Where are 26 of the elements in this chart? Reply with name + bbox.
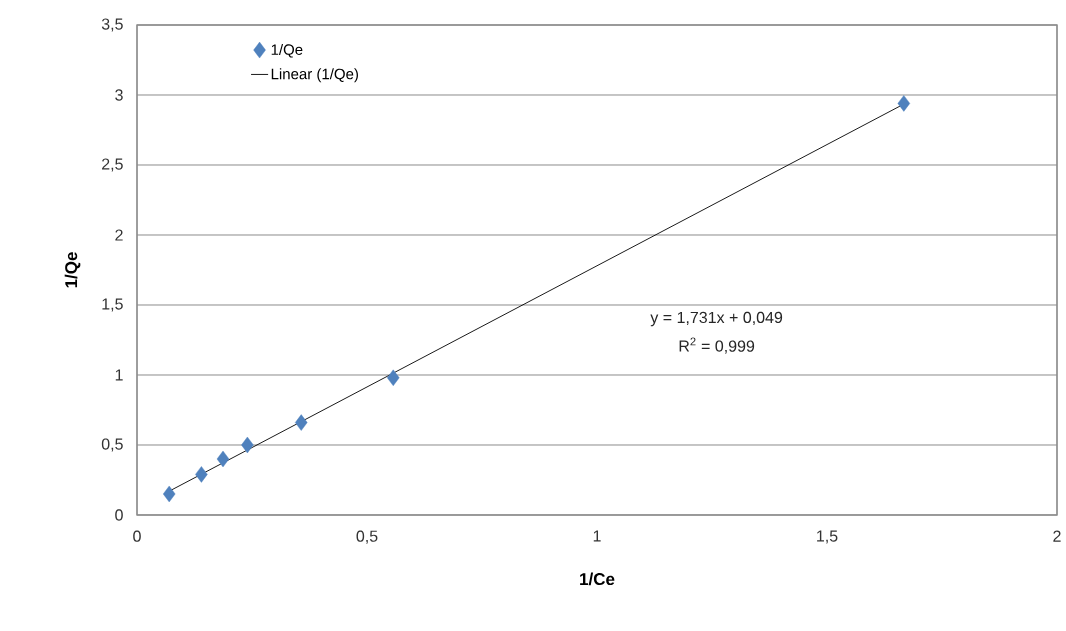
- point: [195, 466, 208, 483]
- x-tick-label: 0,5: [356, 530, 378, 544]
- point: [897, 95, 911, 112]
- y-axis-title: 1/Qe: [64, 252, 81, 288]
- y-tick-label: 1: [115, 369, 123, 381]
- point: [216, 450, 230, 468]
- point: [295, 414, 308, 431]
- annotation: y = 1,731x + 0,049: [650, 311, 783, 327]
- x-tick-label: 1,5: [817, 530, 838, 544]
- point: [241, 436, 254, 454]
- point: [163, 485, 176, 503]
- legend-label: Linear (1/Qe): [271, 68, 358, 83]
- y-tick-label: 2,5: [102, 158, 123, 172]
- legend-label: 1/Qe: [271, 43, 303, 58]
- x-tick-label: 2: [1053, 530, 1061, 542]
- y-tick-label: 0: [115, 509, 123, 521]
- x-axis-title: 1/Ce: [580, 572, 615, 586]
- y-tick-label: 3: [115, 89, 123, 101]
- y-tick-label: 0,5: [101, 438, 123, 452]
- x-tick-label: 0: [133, 530, 141, 542]
- y-tick-label: 3,5: [101, 18, 123, 32]
- annotation: R$^{2}$ = 0,999: [679, 337, 755, 354]
- point: [387, 369, 400, 386]
- y-tick-label: 2: [115, 229, 123, 241]
- y-tick-label: 1,5: [102, 298, 123, 312]
- x-tick-label: 1: [593, 530, 601, 542]
